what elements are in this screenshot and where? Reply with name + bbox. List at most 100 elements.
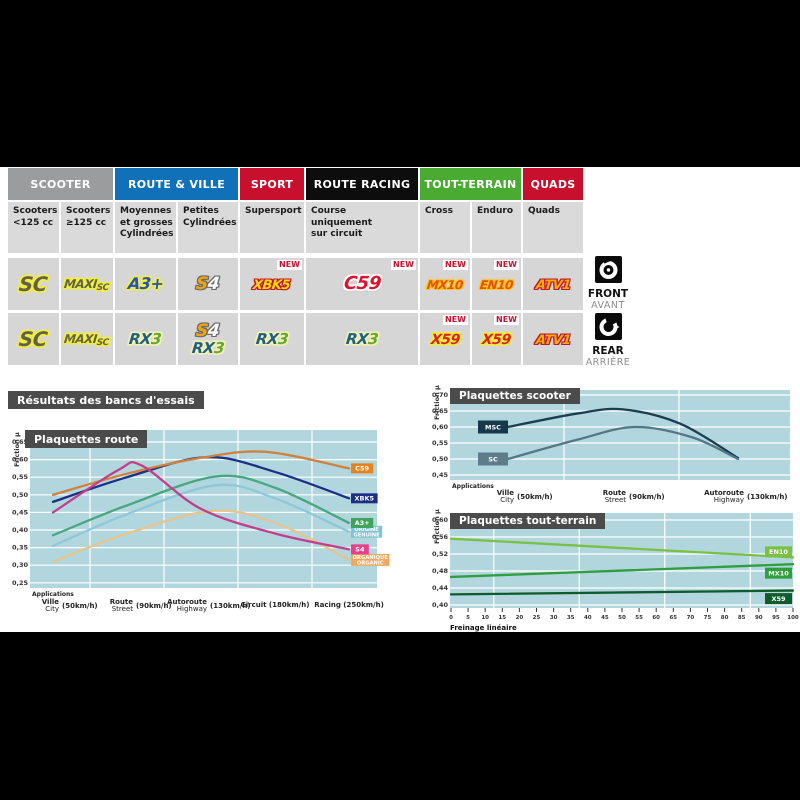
chart-text: 95 [772,615,780,621]
chart-text: S4 [355,546,365,554]
chart-text: Highway [177,605,207,613]
chart-text: GENUINE [354,532,381,538]
chart-text: 40 [584,615,592,621]
series-EN10-line [449,537,795,559]
logo-s4: S4 [195,321,220,341]
logo-part: 3 [367,330,379,348]
scooter-chart: 0,70 0,65 0,60 0,55 0,50 0,45 MSC SC Application… [428,383,800,509]
front-label-en: FRONT [587,288,629,300]
new-badge: NEW [443,315,468,325]
table-subheader-1: Scooters ≥125 cc [61,202,113,253]
series-A3+-line [51,474,351,537]
chart-text: ORIGINE [354,527,379,533]
chart-text: 50 [618,615,626,621]
table-group-sport: SPORT [240,168,304,200]
logo-cell-rear-7: NEW X59 [472,313,521,365]
table-subheader-4: Supersport [240,202,304,253]
chart-text: 0,44 [432,584,449,592]
application-table-body: SC MAXISC A3+ S4 NEW XBK5 NEW C59 NEW MX10 NEW EN10… [8,258,583,365]
logo-cell-front-6: NEW MX10 [420,258,470,310]
chart-text: Ville [497,489,514,497]
chart-text: ORGANIQUE [353,555,389,561]
chart-text: Street [112,605,134,613]
table-group-route-racing: ROUTE RACING [306,168,418,200]
rear-disc-icon [594,313,622,340]
chart-text: (90km/h) [629,493,665,501]
section-title-bar: Résultats des bancs d'essais [8,391,204,409]
table-group-scooter: SCOOTER [8,168,113,200]
logo-cell-rear-8: ATV1 [523,313,583,365]
chart-text: 0,70 [432,391,449,399]
chart-text: 0,40 [432,601,449,609]
chart-text: XBK5 [355,495,375,503]
series-MX10-line [449,563,795,579]
logo-part: MX10 [426,278,464,292]
chart-text: 55 [635,615,643,621]
logo-cell-rear-6: NEW X59 [420,313,470,365]
series-C59-line [51,450,351,496]
chart-text: MSC [485,423,501,431]
logo-part: SC [96,283,110,293]
logo-c59: C59 [342,273,382,294]
chart-text: X59 [771,595,786,603]
logo-part: RX [255,330,280,348]
logo-cell-rear-1: MAXISC [61,313,113,365]
logo-part: ATV1 [534,333,572,348]
chart-text: SC [488,455,498,463]
chart-text: 0,56 [432,533,449,541]
chart-text: 0,55 [432,439,449,447]
chart-text: 10 [481,615,489,621]
series-label-XBK5 [351,493,378,504]
logo-cell-rear-0: SC [8,313,59,365]
logo-atv1: ATV1 [535,276,571,293]
logo-atv1: ATV1 [534,331,572,348]
chart-text: Route [110,598,134,606]
new-badge: NEW [494,315,519,325]
logo-cell-rear-2: RX3 [115,313,176,365]
table-group-tout-terrain: TOUT-TERRAIN [420,168,521,200]
chart-text: 0,45 [12,508,29,516]
series-label-S4 [351,544,369,555]
route-chart: 0,65 0,60 0,55 0,50 0,45 0,40 0,35 0,30 0,25 ORGA… [8,418,400,622]
scooter-chart-svg: 0,70 0,65 0,60 0,55 0,50 0,45 MSC SC Application… [432,390,790,504]
chart-text: (50km/h) [62,602,98,610]
logo-cell-front-5: NEW C59 [306,258,418,310]
chart-text: 60 [652,615,660,621]
chart-text: 0,48 [432,567,449,575]
chart-text: 75 [704,615,712,621]
series-S4-line [51,461,351,551]
logo-part: C59 [342,273,382,294]
new-badge: NEW [277,260,302,270]
logo-a3: A3+ [126,274,165,293]
chart-text: Freinage linéaire [450,624,517,632]
table-subheader-2: Moyennes et grosses Cylindrées [115,202,176,253]
logo-part: X59 [481,332,512,348]
chart-text: C59 [355,465,369,473]
series-label-MX10 [765,567,792,579]
chart-text: Autoroute [704,489,744,497]
chart-text: A3+ [355,519,370,527]
logo-part: SC [18,272,49,296]
logo-rx3: RX3 [191,339,225,357]
front-disc-icon [594,255,622,283]
series-ORGANIQUE-line [51,509,351,563]
logo-part: SC [18,327,49,351]
logo-cell-front-1: MAXISC [61,258,113,310]
logo-cell-front-0: SC [8,258,59,310]
logo-part: A3+ [126,274,165,293]
logo-part: X59 [429,332,461,348]
chart-text: 0,30 [12,561,29,569]
logo-cell-front-4: NEW XBK5 [240,258,304,310]
logo-part: 3 [150,330,163,348]
logo-rx3: RX3 [345,330,379,348]
chart-text: 65 [669,615,677,621]
chart-text: (130km/h) [747,493,788,501]
chart-text: (130km/h) [210,602,251,610]
chart-text: 0,65 [12,438,29,446]
logo-mx10: MX10 [426,276,464,292]
series-label-ORGANIQUE [351,553,390,566]
tout-terrain-chart-title: Plaquettes tout-terrain [450,513,606,529]
chart-text: Route [603,489,627,497]
chart-text: EN10 [769,548,788,556]
